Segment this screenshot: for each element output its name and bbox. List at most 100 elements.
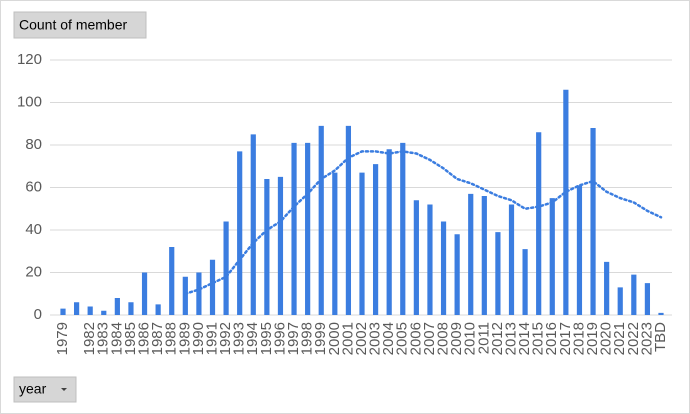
x-tick-label: 1989	[176, 322, 193, 355]
x-tick-label: 2001	[339, 322, 356, 355]
bar	[345, 125, 352, 315]
bar	[223, 221, 229, 315]
bar	[549, 198, 555, 315]
bar	[141, 272, 148, 315]
y-tick-label: 40	[25, 221, 42, 238]
x-tick-label: 2020	[598, 322, 615, 355]
x-tick-label: 1994	[244, 322, 261, 355]
bar	[101, 310, 107, 315]
value-field-button[interactable]	[13, 11, 147, 39]
bar	[318, 125, 324, 315]
x-tick-label: 1996	[271, 322, 288, 355]
bar	[644, 283, 651, 315]
bar	[468, 193, 474, 315]
x-tick-label: 2011	[475, 322, 492, 354]
x-tick-label: 1985	[122, 322, 139, 355]
bar	[522, 249, 528, 315]
x-tick-label: 2012	[489, 322, 506, 355]
x-tick-label: 2006	[407, 322, 424, 355]
bar	[291, 142, 297, 315]
bar	[114, 298, 120, 315]
x-tick-label: 2008	[435, 322, 452, 355]
x-tick-label: 1990	[190, 322, 207, 355]
x-tick-label: 1979	[54, 322, 71, 355]
x-tick-label: 2010	[462, 322, 479, 355]
bar	[60, 308, 66, 315]
x-tick-label: 2004	[380, 322, 397, 355]
bar	[264, 179, 270, 315]
bar	[536, 132, 542, 315]
value-field-label: Count of member	[19, 17, 127, 33]
x-tick-label: 1999	[312, 322, 329, 355]
x-tick-label: 2005	[394, 322, 411, 355]
y-tick-label: 100	[17, 93, 42, 110]
bar	[590, 128, 596, 315]
bar	[87, 306, 93, 315]
bar	[508, 204, 515, 315]
bar	[563, 89, 569, 315]
x-tick-label: 2014	[516, 322, 533, 355]
bar	[169, 247, 175, 315]
bar	[440, 221, 447, 315]
bar	[400, 142, 406, 315]
x-tick-label: 1982	[81, 322, 98, 355]
bar	[73, 302, 80, 315]
bar	[372, 164, 379, 315]
x-tick-label: 1986	[136, 322, 153, 355]
x-tick-label: 2017	[557, 322, 574, 355]
x-tick-label: 2013	[502, 322, 519, 355]
bar	[332, 172, 338, 315]
x-tick-label: 2015	[530, 322, 547, 355]
bar	[495, 232, 501, 315]
bar	[631, 274, 637, 315]
x-tick-label: 2007	[421, 322, 438, 355]
x-tick-label: 2000	[326, 322, 343, 355]
bar	[250, 134, 256, 315]
x-tick-label: 1993	[231, 322, 248, 355]
x-tick-label: 2022	[625, 322, 642, 355]
bar	[196, 272, 202, 315]
x-tick-label: 1992	[217, 322, 234, 355]
bar	[305, 142, 311, 315]
bar	[277, 176, 284, 315]
x-tick-label: 1995	[258, 322, 275, 355]
bar	[386, 149, 392, 315]
y-tick-label: 120	[17, 51, 42, 68]
bar	[427, 204, 433, 315]
x-tick-label: 1984	[108, 322, 125, 355]
x-tick-label: 1998	[299, 322, 316, 355]
bar	[209, 259, 216, 315]
bar	[128, 302, 134, 315]
bar	[454, 234, 460, 315]
y-tick-label: 80	[25, 136, 42, 153]
x-tick-label: 1988	[163, 322, 180, 355]
bar	[359, 172, 365, 315]
x-tick-label: 2023	[638, 322, 655, 355]
bar	[413, 200, 419, 315]
bar	[155, 304, 161, 315]
y-tick-label: 20	[25, 263, 42, 280]
x-tick-label: 1983	[95, 322, 112, 355]
x-tick-label: 2002	[353, 322, 370, 355]
bar	[658, 312, 664, 315]
bar	[481, 196, 487, 315]
trendline	[184, 150, 663, 296]
x-tick-label: 1997	[285, 322, 302, 355]
x-tick-label: TBD	[652, 322, 669, 352]
axis-field-label: year	[19, 381, 47, 397]
y-tick-label: 0	[34, 306, 42, 323]
x-tick-label: 1991	[203, 322, 220, 355]
bar	[604, 261, 610, 315]
bar	[617, 287, 623, 315]
y-tick-label: 60	[25, 178, 42, 195]
bar	[237, 151, 243, 315]
axis-field-button[interactable]	[13, 376, 77, 403]
dropdown-arrow	[61, 388, 67, 391]
x-tick-label: 2019	[584, 322, 601, 355]
x-tick-label: 2018	[570, 322, 587, 355]
x-tick-label: 2009	[448, 322, 465, 355]
bar	[182, 276, 188, 315]
bar	[576, 185, 583, 315]
